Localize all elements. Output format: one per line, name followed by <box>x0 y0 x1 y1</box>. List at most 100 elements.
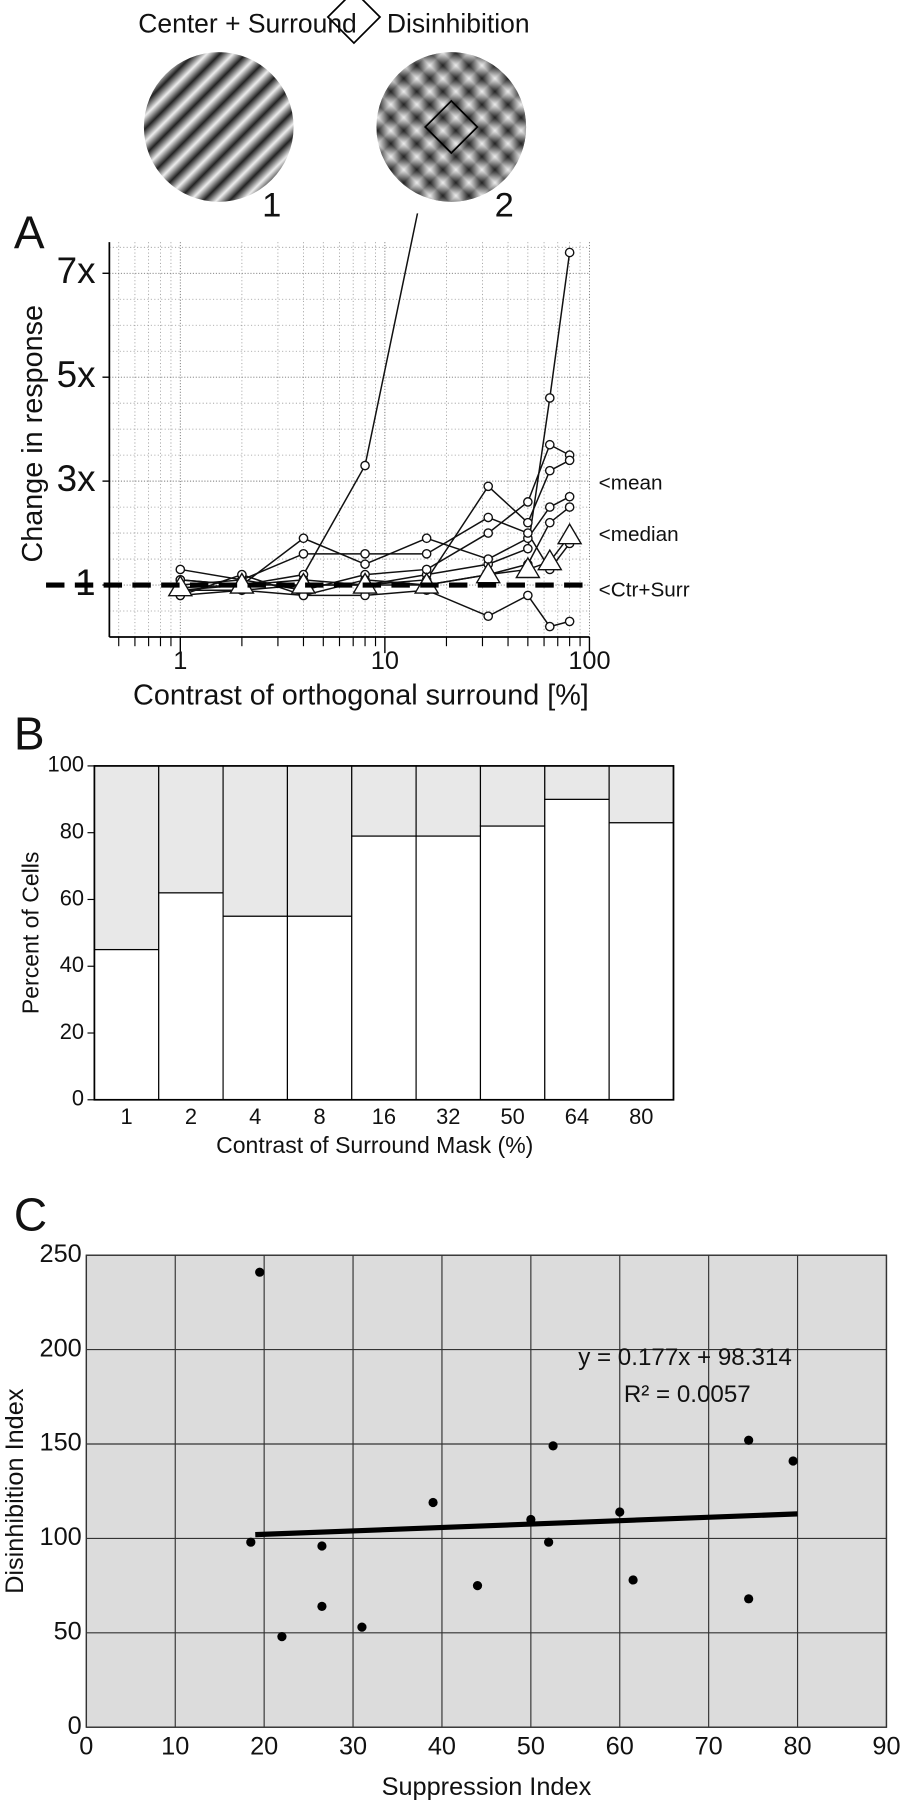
data-point <box>544 502 555 512</box>
x-tick-label: 40 <box>428 1733 456 1761</box>
data-point <box>175 564 186 575</box>
data-point <box>744 1435 754 1445</box>
x-axis-label: Contrast of Surround Mask (%) <box>216 1132 533 1158</box>
bar-segment <box>608 822 675 1101</box>
y-tick-label: 3x <box>57 458 96 499</box>
data-point <box>523 543 533 554</box>
series-line <box>180 589 570 628</box>
bar-segment <box>286 915 353 1101</box>
data-point <box>255 1267 265 1277</box>
x-tick-label: 60 <box>606 1733 634 1761</box>
bar-segment <box>479 765 546 827</box>
data-point <box>298 533 309 544</box>
series-line <box>180 459 570 591</box>
data-point <box>360 460 370 471</box>
x-tick-label: 80 <box>783 1733 811 1761</box>
x-tick-label: 30 <box>339 1733 367 1761</box>
data-point <box>360 559 370 570</box>
data-point <box>523 517 533 528</box>
y-tick-label: 60 <box>60 885 84 910</box>
bar-segment <box>351 835 417 1101</box>
x-tick-label: 50 <box>517 1733 545 1761</box>
panel-letter: A <box>14 207 45 259</box>
data-point <box>544 1537 554 1547</box>
x-axis-label: Suppression Index <box>382 1773 592 1801</box>
y-tick-label: 200 <box>40 1334 82 1362</box>
stimulus-number: 1 <box>262 187 281 225</box>
y-tick-label: 0 <box>72 1086 84 1111</box>
data-point <box>421 549 432 559</box>
x-tick-label: 10 <box>161 1733 189 1761</box>
annotation: <Ctr+Surr <box>599 578 690 601</box>
x-tick-label: 1 <box>120 1104 132 1129</box>
bar-segment <box>415 765 482 837</box>
data-point <box>564 616 575 627</box>
x-tick-label: 20 <box>250 1733 278 1761</box>
data-point <box>544 393 555 403</box>
data-point <box>421 533 432 544</box>
y-tick-label: 40 <box>60 952 84 977</box>
panel-letter: C <box>14 1189 47 1241</box>
data-point <box>526 1514 536 1525</box>
equation: y = 0.177x + 98.314 <box>578 1344 792 1371</box>
data-point <box>548 1441 558 1451</box>
data-point <box>277 1631 287 1642</box>
y-tick-label: 7x <box>57 250 96 291</box>
data-point <box>483 481 494 492</box>
data-point <box>564 491 575 502</box>
x-axis-label: Contrast of orthogonal surround [%] <box>133 679 589 711</box>
y-tick-label: 50 <box>54 1618 82 1646</box>
y-tick-label: 20 <box>60 1019 84 1044</box>
data-point <box>544 517 555 528</box>
bar-segment <box>222 915 289 1101</box>
data-point <box>523 590 533 601</box>
y-tick-label: 100 <box>48 752 84 777</box>
plot-frame <box>93 765 675 1101</box>
x-tick-label: 10 <box>371 647 399 675</box>
data-point <box>744 1594 754 1604</box>
x-tick-label: 32 <box>436 1104 460 1129</box>
median-marker <box>537 548 563 571</box>
bar-segment <box>479 825 546 1101</box>
stimulus-label: Center + Surround <box>138 9 356 39</box>
data-point <box>544 621 555 632</box>
bar-segment <box>608 765 675 824</box>
y-tick-label: 80 <box>60 818 84 843</box>
bar-segment <box>158 892 224 1101</box>
data-point <box>564 502 575 512</box>
bar-segment <box>544 765 610 800</box>
y-tick-label: 1 <box>75 562 95 603</box>
data-point <box>544 439 555 450</box>
stimulus-2 <box>376 52 527 202</box>
bar-segment <box>544 798 610 1101</box>
bar-segment <box>286 765 353 917</box>
y-tick-label: 0 <box>68 1712 82 1740</box>
data-point <box>628 1575 638 1585</box>
data-point <box>483 512 494 523</box>
data-point <box>246 1537 256 1547</box>
x-tick-label: 50 <box>500 1104 524 1129</box>
bar-segment <box>415 835 482 1101</box>
y-tick-label: 5x <box>57 354 96 395</box>
annotation: <mean <box>599 471 663 494</box>
x-tick-label: 70 <box>695 1733 723 1761</box>
panel-letter: B <box>14 707 45 759</box>
plot-background <box>86 1255 887 1728</box>
y-tick-label: 150 <box>40 1429 82 1457</box>
x-tick-label: 100 <box>568 647 610 675</box>
bar-segment <box>351 765 417 837</box>
y-tick-label: 100 <box>40 1523 82 1551</box>
data-point <box>360 549 370 559</box>
data-point <box>428 1497 438 1508</box>
plot-lines <box>167 213 583 632</box>
bar-segment <box>222 765 289 917</box>
x-tick-label: 8 <box>314 1104 326 1129</box>
bar-segment <box>158 765 224 894</box>
y-axis-label: Disinhibition Index <box>1 1388 29 1594</box>
bar-segment <box>93 765 160 951</box>
data-point <box>483 611 494 622</box>
trend-line <box>255 1511 798 1538</box>
y-axis-label: Change in response <box>17 305 49 562</box>
data-point <box>544 465 555 476</box>
